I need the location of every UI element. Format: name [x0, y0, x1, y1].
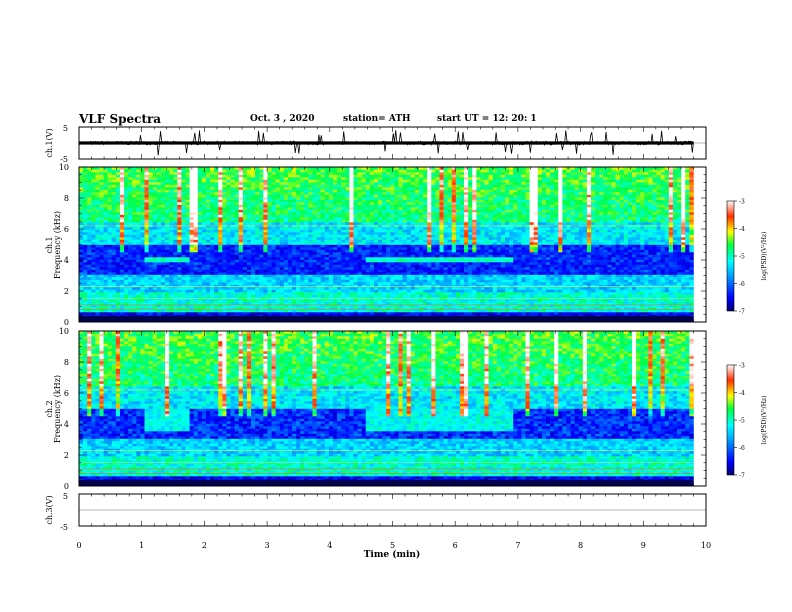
ch3-ytick-bottom: -5	[60, 523, 68, 532]
y-tick-label: 2	[64, 451, 69, 460]
ch3-ytick-top: 5	[63, 492, 68, 501]
x-tick-label: 5	[390, 541, 395, 550]
x-tick-label: 2	[202, 541, 207, 550]
ch2-colorbar-label: log(PSD)(V²/Hz)	[761, 396, 768, 445]
x-tick-label: 3	[265, 541, 270, 550]
x-tick-label: 7	[515, 541, 520, 550]
x-axis-label: Time (min)	[364, 549, 421, 560]
ch1-colorbar: -3 -4 -5 -6 -7 log(PSD)(V²/Hz)	[727, 199, 768, 316]
x-tick-label: 4	[327, 541, 332, 550]
colorbar-tick-label: -5	[739, 254, 745, 261]
y-tick-label: 6	[64, 225, 69, 234]
y-tick-label: 10	[59, 327, 69, 336]
ch2-colorbar: -3 -4 -5 -6 -7 log(PSD)(V²/Hz)	[727, 363, 768, 480]
x-tick-label: 8	[578, 541, 583, 550]
colorbar-tick-label: -3	[739, 363, 745, 370]
y-tick-label: 10	[59, 163, 69, 172]
colorbar-tick-label: -6	[739, 445, 745, 452]
colorbar-tick-label: -7	[739, 473, 745, 480]
x-tick-label: 6	[453, 541, 458, 550]
x-tick-label: 1	[139, 541, 144, 550]
colorbar-tick-label: -4	[739, 390, 745, 397]
y-tick-label: 0	[64, 318, 69, 327]
ch1-ytick-top: 5	[63, 124, 68, 133]
x-tick-label: 10	[701, 541, 711, 550]
y-tick-label: 4	[64, 420, 69, 429]
x-tick-label: 9	[641, 541, 646, 550]
ch1-frequency-label: Frequency (kHz)	[53, 211, 62, 279]
x-tick-label: 0	[76, 541, 81, 550]
colorbar-tick-label: -3	[739, 199, 745, 206]
y-tick-label: 4	[64, 256, 69, 265]
ch3-waveform-ylabel: ch.3(V)	[45, 495, 54, 524]
ch1-colorbar-label: log(PSD)(V²/Hz)	[761, 232, 768, 281]
colorbar-tick-label: -6	[739, 281, 745, 288]
ch2-frequency-label: Frequency (kHz)	[53, 375, 62, 443]
colorbar-tick-label: -5	[739, 418, 745, 425]
y-tick-label: 8	[64, 194, 69, 203]
y-tick-label: 0	[64, 482, 69, 491]
y-tick-label: 8	[64, 358, 69, 367]
ch3-waveform-trace	[79, 141, 693, 144]
colorbar-tick-label: -7	[739, 309, 745, 316]
ch1-waveform-ylabel: ch.1(V)	[45, 128, 54, 157]
y-tick-label: 6	[64, 389, 69, 398]
colorbar-tick-label: -4	[739, 226, 745, 233]
y-tick-label: 2	[64, 287, 69, 296]
